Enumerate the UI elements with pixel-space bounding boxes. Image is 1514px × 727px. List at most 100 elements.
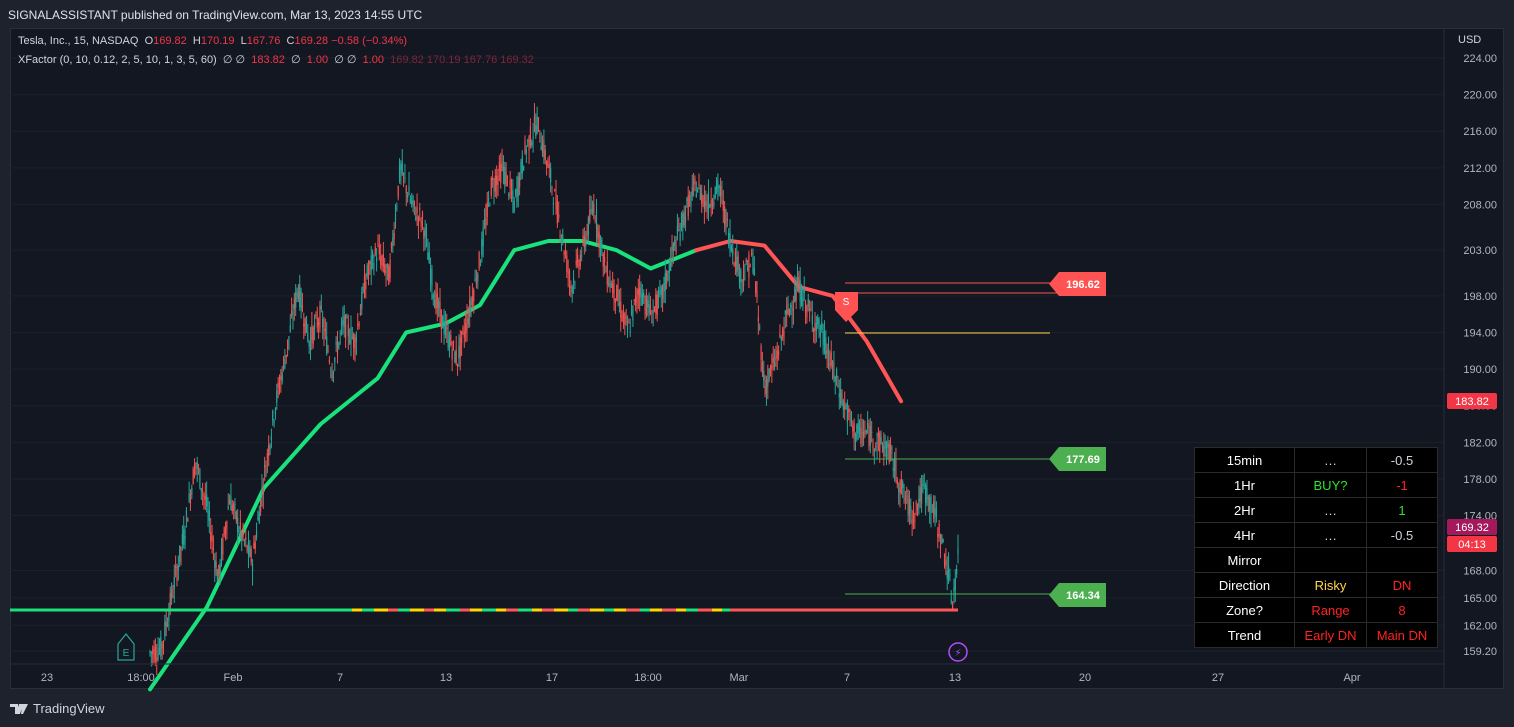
candle-body: [810, 310, 812, 312]
candle-body: [933, 501, 935, 519]
candle-body: [775, 357, 777, 360]
y-tick-label: 190.00: [1463, 364, 1497, 376]
candle-body: [249, 546, 251, 557]
candle-body: [446, 327, 448, 329]
candle-body: [641, 293, 643, 306]
tradingview-icon: [10, 702, 28, 714]
candle-body: [359, 312, 362, 316]
candle-body: [516, 188, 518, 202]
candle-body: [822, 331, 824, 346]
axes: 224.00 220.00 216.00 212.00 208.00 203.00 198.…: [10, 28, 1497, 689]
candle-body: [869, 425, 871, 446]
candle-body: [729, 233, 731, 252]
candle-body: [635, 295, 637, 306]
candle-body: [872, 443, 874, 448]
candle-body: [193, 464, 196, 477]
candle-body: [835, 369, 838, 378]
signal-row-value: -1: [1366, 472, 1438, 498]
candle-body: [439, 301, 441, 316]
signal-row-signal: [1294, 547, 1367, 573]
candle-body: [730, 245, 732, 251]
signal-row-signal: …: [1294, 497, 1367, 523]
candle-body: [653, 306, 656, 308]
signal-row: Trend Early DN Main DN: [1194, 622, 1438, 648]
candle-body: [761, 362, 764, 373]
candle-body: [342, 319, 344, 324]
signal-row-label: Zone?: [1194, 597, 1295, 623]
signal-row-label: Direction: [1194, 572, 1295, 598]
signal-row-signal: BUY?: [1294, 472, 1367, 498]
candle-body: [725, 209, 727, 229]
candle-body: [632, 305, 634, 321]
candle-body: [706, 206, 708, 209]
candle-body: [473, 290, 475, 302]
candle-body: [560, 237, 563, 239]
candle-body: [388, 265, 390, 285]
candle-body: [537, 117, 540, 120]
signal-row-signal: …: [1294, 447, 1367, 473]
candle-body: [602, 253, 604, 267]
candle-body: [956, 569, 958, 574]
candle-body: [384, 264, 386, 274]
candle-body: [264, 465, 266, 468]
candle-body: [230, 495, 232, 511]
candle-body: [768, 368, 770, 380]
candle-body: [195, 462, 197, 465]
x-tick-label: 7: [337, 672, 343, 684]
candle-body: [791, 313, 793, 315]
candle-body: [212, 548, 214, 550]
candle-body: [237, 517, 239, 532]
candle-body: [717, 180, 719, 193]
candle-body: [834, 376, 836, 382]
candle-body: [926, 488, 928, 505]
candle-body: [612, 283, 614, 293]
candle-body: [710, 199, 712, 207]
candle-body: [344, 315, 347, 339]
tradingview-logo[interactable]: TradingView: [10, 701, 105, 716]
candle-body: [952, 603, 954, 609]
candle-body: [292, 317, 294, 320]
candle-body: [628, 322, 630, 324]
candle-body: [297, 291, 299, 299]
candle-body: [579, 255, 581, 266]
candle-body: [519, 175, 521, 187]
signal-row-label: 2Hr: [1194, 497, 1295, 523]
candle-body: [684, 216, 687, 222]
candle-body: [649, 304, 652, 314]
x-tick-label: 7: [844, 672, 850, 684]
x-tick-label: 13: [440, 672, 452, 684]
candle-body: [247, 541, 250, 555]
candle-body: [601, 239, 603, 248]
candle-body: [783, 331, 785, 339]
candle-body: [346, 317, 348, 319]
candle-body: [853, 423, 855, 437]
candle-body: [235, 511, 237, 521]
candle-body: [714, 187, 716, 198]
candle-body: [943, 554, 946, 564]
candle-body: [751, 252, 753, 255]
x-tick-label: Feb: [224, 672, 243, 684]
candle-body: [861, 432, 863, 434]
candle-body: [567, 271, 569, 273]
candle-body: [416, 207, 418, 214]
candle-body: [616, 285, 618, 301]
candle-body: [398, 164, 401, 182]
footer: TradingView: [0, 697, 1514, 727]
candles: [149, 103, 959, 676]
candle-body: [188, 493, 190, 501]
candle-body: [211, 535, 213, 543]
candle-body: [934, 507, 936, 515]
candle-body: [191, 487, 193, 495]
candle-body: [223, 527, 225, 536]
y-tick-label: 178.00: [1463, 474, 1497, 486]
candle-body: [288, 336, 290, 339]
candle-body: [711, 204, 714, 208]
candle-body: [814, 322, 816, 332]
candle-body: [765, 379, 768, 394]
candle-body: [265, 469, 267, 477]
candle-body: [421, 212, 424, 220]
close-value: 169.28: [294, 35, 329, 47]
candle-body: [462, 327, 464, 332]
candle-body: [699, 187, 701, 200]
candle-body: [448, 339, 451, 350]
